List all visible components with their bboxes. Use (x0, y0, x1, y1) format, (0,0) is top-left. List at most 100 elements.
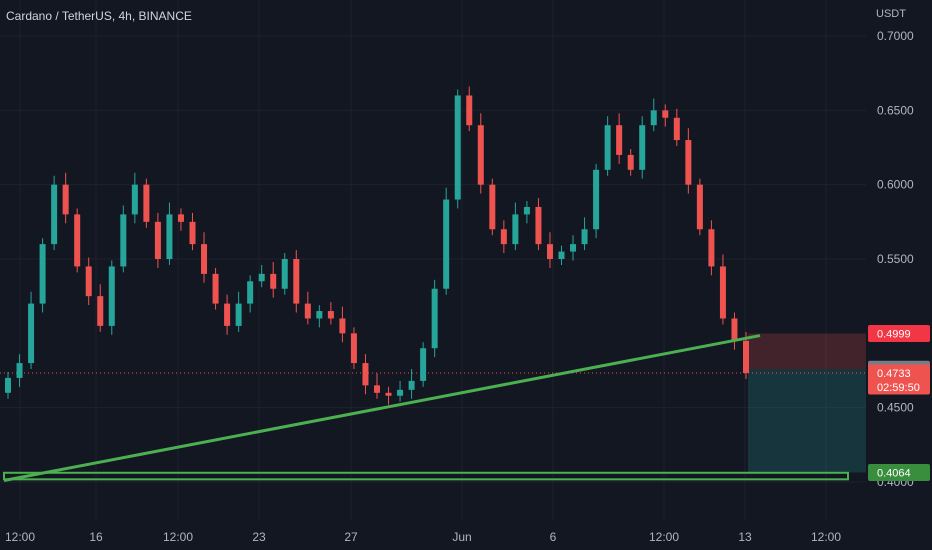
candle-body (350, 333, 357, 364)
candle-body (362, 363, 369, 386)
candle-body (431, 288, 438, 349)
candle-body (316, 311, 323, 319)
position-zones (748, 333, 866, 473)
candle-body (627, 154, 634, 170)
candle-body (454, 95, 461, 200)
candle-body (731, 318, 738, 341)
countdown-label: 02:59:50 (877, 382, 920, 394)
candle-body (558, 251, 565, 259)
candle-body (581, 229, 588, 245)
price-tag-label: 0.4999 (877, 328, 911, 340)
candle-body (546, 244, 553, 259)
candle-body (143, 184, 150, 222)
candle-body (247, 281, 254, 304)
candle-body (708, 229, 715, 267)
candlestick-series (5, 86, 749, 405)
candle-body (685, 140, 692, 185)
x-tick-label: 6 (550, 530, 557, 544)
take-profit-zone (748, 369, 866, 473)
candle-body (74, 214, 81, 267)
candle-body (500, 229, 507, 245)
candle-body (120, 214, 127, 267)
candle-body (593, 169, 600, 230)
candle-body (374, 385, 380, 393)
x-tick-label: 12:00 (811, 530, 841, 544)
x-tick-label: 12:00 (649, 530, 679, 544)
price-unit-label: USDT (876, 8, 906, 20)
candle-body (166, 214, 173, 259)
candle-body (39, 244, 46, 304)
candle-body (489, 184, 496, 230)
x-tick-label: 23 (252, 530, 266, 544)
x-tick-label: 12:00 (163, 530, 193, 544)
candle-body (62, 184, 69, 215)
candle-body (85, 266, 92, 297)
price-tag-target (868, 463, 930, 481)
y-tick-label: 0.7000 (877, 29, 914, 43)
candle-body (16, 363, 23, 378)
x-tick-label: 27 (344, 530, 358, 544)
candle-body (743, 340, 749, 374)
candle-body (293, 259, 300, 304)
stop-loss-zone (748, 333, 866, 370)
candle-body (154, 221, 161, 259)
price-tag-last (868, 364, 930, 395)
support-zone-rectangle[interactable] (3, 471, 849, 481)
chart-title: Cardano / TetherUS, 4h, BINANCE (6, 9, 192, 23)
candle-body (339, 318, 346, 334)
candle-body (616, 125, 623, 155)
candle-body (570, 244, 577, 252)
candle-body (270, 273, 277, 289)
candle-body (189, 221, 196, 245)
candle-body (512, 214, 519, 245)
candle-body (28, 303, 35, 364)
time-axis[interactable]: 12:00 16 12:00 23 27 Jun 6 12:00 13 12:00 (5, 530, 841, 544)
x-tick-label: Jun (452, 530, 471, 544)
candle-body (420, 348, 427, 381)
candle-body (604, 125, 611, 170)
candle-body (5, 377, 11, 393)
candle-body (327, 311, 334, 319)
price-tag-label: 0.4733 (877, 368, 911, 380)
candle-body (212, 273, 219, 304)
candle-body (673, 117, 680, 141)
y-tick-label: 0.5500 (877, 252, 914, 266)
candle-body (662, 110, 669, 118)
candle-body (523, 206, 530, 215)
candle-body (281, 259, 288, 289)
candle-body (408, 380, 415, 390)
y-tick-label: 0.4500 (877, 401, 914, 415)
y-tick-label: 0.6500 (877, 103, 914, 117)
candle-body (235, 303, 242, 326)
y-tick-label: 0.6000 (877, 178, 914, 192)
candle-body (639, 125, 646, 170)
candle-body (201, 244, 208, 274)
x-tick-label: 16 (89, 530, 103, 544)
x-tick-label: 13 (738, 530, 752, 544)
trendline[interactable] (3, 334, 761, 482)
candle-body (258, 273, 265, 282)
candle-body (650, 110, 657, 126)
candle-body (466, 95, 473, 126)
candle-body (177, 214, 184, 222)
candle-body (696, 184, 703, 230)
candle-body (224, 303, 231, 326)
candle-body (97, 296, 104, 326)
candle-body (535, 206, 542, 245)
candle-body (443, 199, 450, 289)
candle-body (108, 266, 115, 326)
grid-lines (0, 0, 866, 520)
x-tick-label: 12:00 (5, 530, 35, 544)
candle-body (477, 125, 484, 185)
price-tag-stop (868, 324, 930, 342)
price-tag-label: 0.4064 (877, 467, 911, 479)
candle-body (397, 389, 404, 396)
candle-body (51, 184, 58, 245)
candle-body (131, 184, 138, 215)
candle-body (304, 303, 311, 319)
candle-body (719, 266, 726, 319)
candle-body (385, 392, 392, 396)
